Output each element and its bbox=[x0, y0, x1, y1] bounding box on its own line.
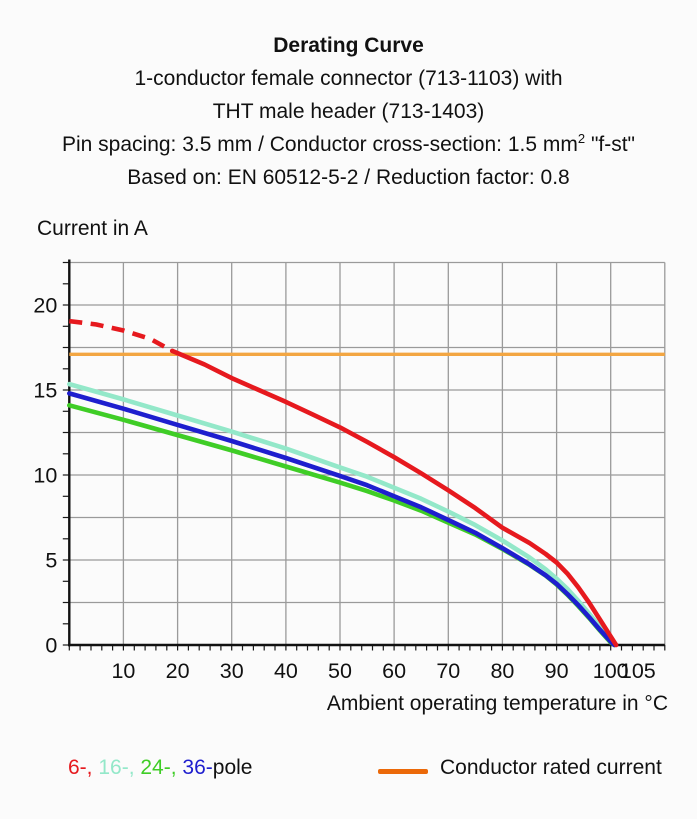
chart-header: Derating Curve 1-conductor female connec… bbox=[0, 29, 697, 194]
legend-pole-16: 16-, bbox=[98, 756, 141, 779]
svg-text:105: 105 bbox=[620, 659, 656, 683]
svg-text:10: 10 bbox=[33, 464, 57, 488]
svg-text:90: 90 bbox=[545, 659, 569, 683]
svg-text:70: 70 bbox=[436, 659, 460, 683]
chart-subtitle-2: THT male header (713-1403) bbox=[212, 100, 485, 123]
legend-pole-suffix: pole bbox=[212, 756, 253, 779]
spec-superscript: 2 bbox=[577, 131, 586, 146]
x-axis-title: Ambient operating temperature in °C bbox=[326, 692, 668, 715]
rated-current-label: Conductor rated current bbox=[440, 756, 662, 779]
svg-text:20: 20 bbox=[166, 659, 190, 683]
series-6-pole bbox=[169, 348, 619, 648]
y-axis-title: Current in A bbox=[37, 217, 148, 240]
y-tick-labels: 0 5 10 15 20 bbox=[33, 294, 57, 658]
chart-basis-line: Based on: EN 60512-5-2 / Reduction facto… bbox=[127, 166, 570, 189]
series-16-pole bbox=[67, 381, 617, 648]
svg-text:0: 0 bbox=[45, 634, 57, 658]
axis-ticks bbox=[62, 261, 666, 651]
svg-text:100: 100 bbox=[593, 659, 629, 683]
spec-post: "f-st" bbox=[585, 133, 636, 156]
chart-title: Derating Curve bbox=[273, 34, 424, 57]
legend-poles: 6-, 16-, 24-, 36-pole bbox=[68, 756, 252, 780]
legend-pole-36: 36- bbox=[182, 756, 213, 779]
svg-text:30: 30 bbox=[220, 659, 244, 683]
legend-pole-6: 6-, bbox=[68, 756, 99, 779]
svg-text:80: 80 bbox=[490, 659, 514, 683]
axes bbox=[68, 259, 665, 647]
chart-spec-line: Pin spacing: 3.5 mm / Conductor cross-se… bbox=[0, 128, 697, 161]
svg-text:20: 20 bbox=[33, 294, 57, 318]
svg-text:60: 60 bbox=[382, 659, 406, 683]
spec-pre: Pin spacing: 3.5 mm / Conductor cross-se… bbox=[61, 133, 578, 156]
legend-pole-24: 24-, bbox=[140, 756, 183, 779]
chart-subtitle-1: 1-conductor female connector (713-1103) … bbox=[134, 67, 563, 90]
svg-text:50: 50 bbox=[328, 659, 352, 683]
grid bbox=[69, 261, 666, 645]
svg-text:40: 40 bbox=[274, 659, 298, 683]
series-36-pole bbox=[67, 391, 617, 648]
svg-text:15: 15 bbox=[33, 379, 57, 403]
series-6-pole-dashed bbox=[69, 318, 174, 353]
rated-current-swatch bbox=[378, 769, 428, 774]
svg-text:10: 10 bbox=[111, 659, 135, 683]
svg-text:5: 5 bbox=[45, 549, 57, 573]
series-24-pole bbox=[67, 403, 617, 648]
